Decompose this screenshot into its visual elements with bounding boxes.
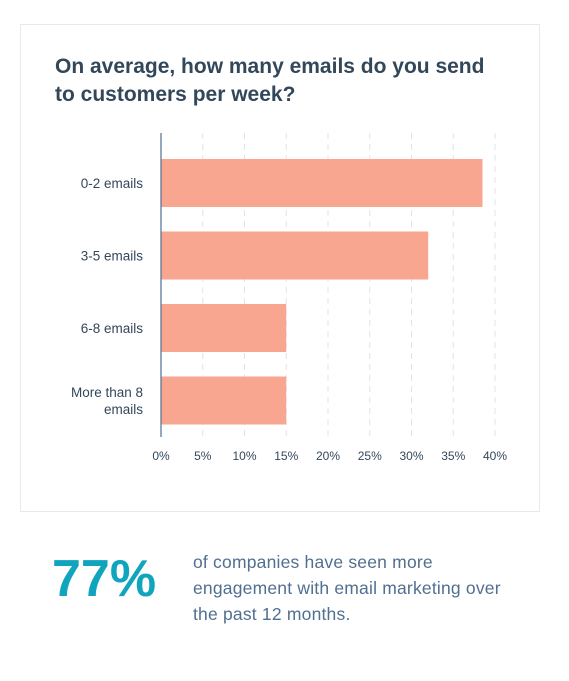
- category-label: 3-5 emails: [81, 249, 144, 264]
- x-tick-label: 25%: [358, 449, 382, 463]
- chart-card: On average, how many emails do you send …: [20, 24, 540, 512]
- x-tick-labels: 0% 5% 10% 15% 20% 25% 30% 35% 40%: [152, 449, 507, 463]
- category-labels: 0-2 emails 3-5 emails 6-8 emails More than …: [71, 176, 143, 417]
- x-tick-label: 30%: [399, 449, 423, 463]
- chart-title: On average, how many emails do you send …: [55, 55, 485, 106]
- category-label: More than 8 emails: [71, 385, 143, 417]
- stat-description: of companies have seen more engagement w…: [193, 552, 501, 624]
- x-tick-label: 0%: [152, 449, 170, 463]
- bar-0-2-emails: [161, 159, 483, 207]
- bar-chart: 0-2 emails 3-5 emails 6-8 emails More than …: [71, 133, 507, 463]
- bar-3-5-emails: [161, 231, 429, 280]
- x-tick-label: 35%: [441, 449, 465, 463]
- stat-value: 77%: [52, 550, 157, 608]
- x-tick-label: 20%: [316, 449, 340, 463]
- x-tick-label: 40%: [483, 449, 507, 463]
- x-tick-label: 5%: [194, 449, 212, 463]
- category-label: 0-2 emails: [81, 176, 144, 191]
- bars: [161, 159, 483, 425]
- bar-more-than-8-emails: [161, 376, 287, 425]
- category-label: 6-8 emails: [81, 321, 144, 336]
- bar-6-8-emails: [161, 304, 287, 352]
- x-tick-label: 10%: [232, 449, 256, 463]
- x-tick-label: 15%: [274, 449, 298, 463]
